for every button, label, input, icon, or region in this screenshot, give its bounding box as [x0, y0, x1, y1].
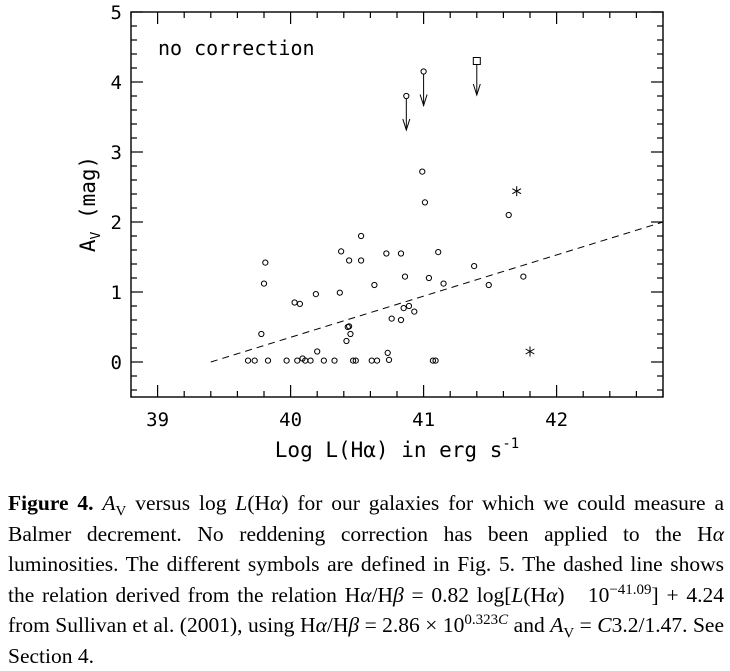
circle-point	[283, 357, 290, 364]
dashed-relation-line	[210, 221, 664, 363]
circle-point	[405, 302, 413, 310]
tick-labels: 39 40 41 42 0 1 2 3 4 5	[111, 2, 568, 431]
star-stroke	[512, 188, 522, 195]
data-points	[244, 57, 535, 364]
circle-point	[291, 299, 298, 306]
circle-point	[346, 257, 353, 264]
circle-point	[505, 211, 512, 219]
circle-point	[435, 249, 442, 256]
circle-point	[294, 357, 301, 364]
y-tick-label: 5	[111, 2, 122, 24]
circle-point	[338, 248, 345, 255]
circle-point	[368, 357, 375, 364]
circle-point	[383, 250, 390, 257]
circle-point	[357, 232, 365, 240]
circle-point	[440, 280, 447, 287]
circle-point	[384, 349, 391, 356]
plot-frame	[130, 11, 664, 398]
figure-caption: Figure 4. AV versus log L(Hα) for our ga…	[8, 488, 724, 671]
circle-point	[373, 357, 381, 364]
y-tick-label: 4	[111, 72, 122, 94]
circle-point	[320, 357, 327, 364]
circle-point	[425, 274, 433, 282]
circle-point	[397, 316, 405, 324]
axis-ticks	[130, 11, 664, 397]
circle-point	[411, 308, 418, 315]
circle-point	[312, 291, 319, 298]
x-tick-label: 41	[412, 409, 435, 431]
circle-point	[401, 273, 409, 280]
y-tick-label: 3	[111, 142, 122, 164]
circle-marker	[403, 92, 410, 100]
circle-point	[471, 263, 478, 270]
arrow-head	[419, 94, 428, 108]
circle-point	[264, 357, 272, 364]
circle-point	[400, 305, 407, 312]
circle-point	[429, 357, 437, 364]
y-tick-label: 1	[111, 282, 122, 304]
circle-point	[371, 281, 378, 289]
circle-point	[385, 356, 393, 363]
x-tick-label: 42	[545, 409, 568, 431]
arrow-head	[402, 118, 411, 132]
circle-point	[352, 357, 359, 364]
circle-point	[258, 330, 265, 338]
circle-point	[357, 257, 365, 264]
circle-point	[421, 199, 429, 206]
y-axis-label: AV (mag)	[76, 156, 104, 252]
circle-point	[347, 330, 354, 338]
circle-point	[520, 273, 527, 280]
circle-point	[314, 348, 321, 355]
y-tick-label: 2	[111, 212, 122, 234]
circle-point	[331, 357, 338, 364]
circle-point	[485, 281, 492, 289]
circle-point	[343, 337, 350, 345]
circle-point	[432, 357, 439, 364]
circle-point	[346, 323, 353, 330]
x-tick-label: 39	[146, 409, 169, 431]
circle-point	[307, 357, 314, 364]
circle-point	[296, 300, 304, 307]
caption-body: AV versus log L(Hα) for our galaxies for…	[8, 491, 725, 668]
circle-point	[244, 357, 252, 364]
y-tick-label: 0	[111, 352, 122, 374]
circle-point	[419, 168, 426, 175]
caption-lead: Figure 4.	[8, 491, 94, 515]
square-marker	[472, 57, 481, 65]
circle-point	[260, 280, 268, 287]
x-tick-label: 40	[279, 409, 302, 431]
upper-limit-point	[402, 92, 411, 132]
circle-point	[350, 357, 357, 364]
circle-point	[336, 289, 343, 296]
scatter-plot: 39 40 41 42 0 1 2 3 4 5 no correction Log L(Hα) i…	[76, 2, 664, 462]
circle-point	[388, 315, 395, 322]
star-point	[525, 346, 535, 357]
arrow-head	[472, 83, 481, 97]
circle-point	[262, 259, 269, 266]
upper-limit-point	[472, 57, 481, 97]
star-stroke	[525, 348, 535, 355]
circle-marker	[420, 68, 427, 75]
plot-annotation: no correction	[158, 36, 315, 60]
upper-limit-point	[419, 68, 428, 108]
circle-point	[251, 357, 258, 364]
x-axis-label: Log L(Hα) in erg s-1	[275, 436, 519, 462]
circle-point	[397, 250, 405, 257]
star-point	[512, 186, 522, 197]
